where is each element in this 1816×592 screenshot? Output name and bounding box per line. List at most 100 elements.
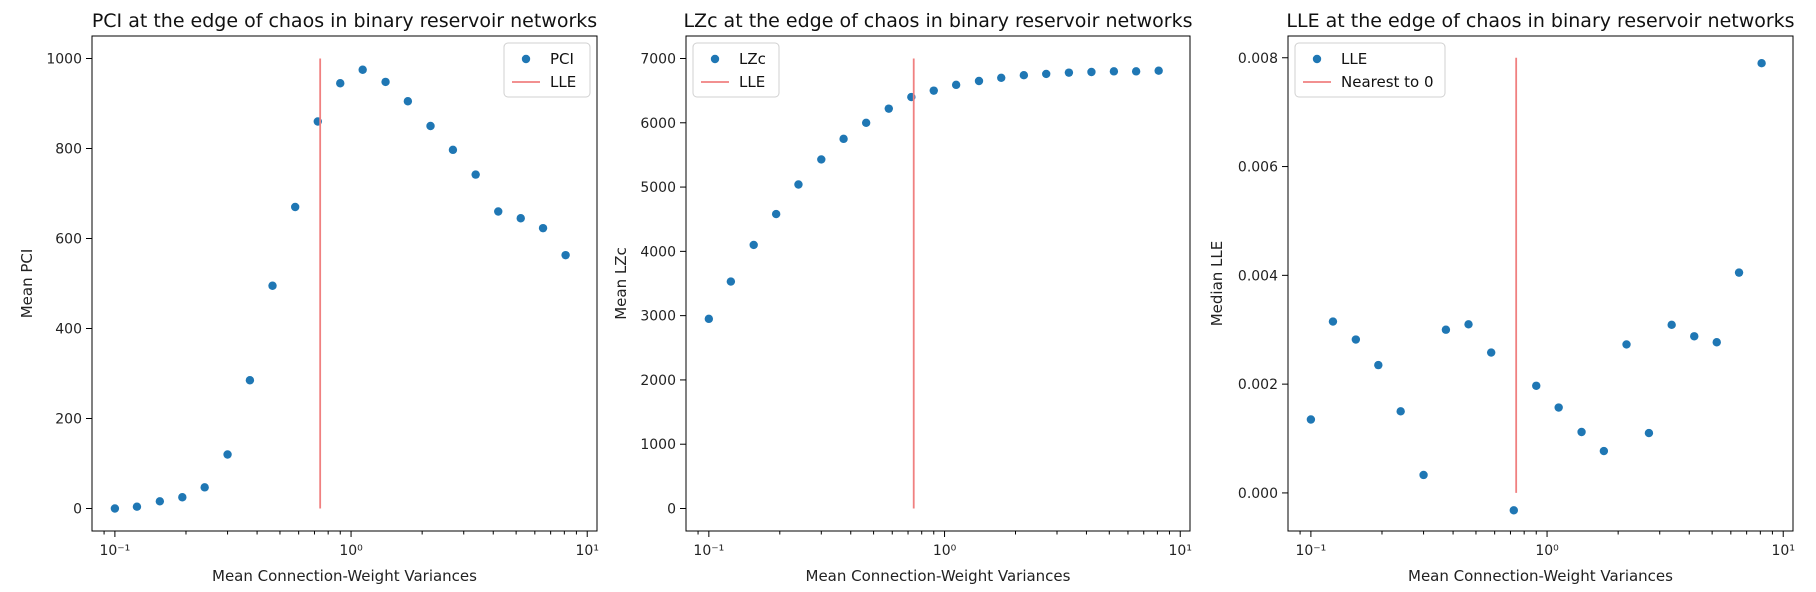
y-tick-label: 1000 [640, 437, 676, 453]
legend-box [503, 42, 591, 98]
data-point [1712, 338, 1721, 347]
data-point [494, 207, 503, 216]
data-point [1154, 66, 1163, 75]
data-point [1509, 506, 1518, 515]
legend-label: LLE [1341, 50, 1367, 68]
chart-panel-1: PCI at the edge of chaos in binary reser… [18, 10, 599, 585]
data-point [1131, 67, 1141, 76]
data-point [1757, 58, 1766, 68]
data-point [561, 250, 570, 260]
data-point [200, 483, 209, 492]
data-point [471, 170, 480, 179]
data-point [1622, 340, 1631, 349]
data-point [974, 76, 984, 86]
y-tick-label: 2000 [640, 373, 676, 389]
legend-label: PCI [550, 50, 574, 68]
data-point [538, 223, 548, 233]
data-point [1019, 71, 1029, 80]
data-point [1109, 67, 1119, 76]
y-axis-label: Mean PCI [18, 249, 36, 319]
y-tick-label: 0.000 [1238, 486, 1278, 502]
y-tick-label: 5000 [640, 180, 676, 196]
x-tick-label: 10⁰ [933, 543, 957, 559]
data-point [110, 504, 120, 513]
data-point [1306, 415, 1316, 424]
data-point [290, 202, 300, 212]
data-point [1667, 320, 1676, 330]
data-point [1374, 360, 1383, 370]
data-point [951, 80, 961, 90]
data-point [1064, 68, 1074, 77]
data-point [929, 86, 938, 95]
x-axis-label: Mean Connection-Weight Variances [212, 567, 477, 585]
data-point [358, 65, 367, 74]
y-tick-label: 0.008 [1238, 51, 1278, 67]
data-point [1577, 427, 1586, 437]
legend-marker-swatch [1312, 54, 1322, 64]
x-tick-label: 10¹ [576, 543, 599, 559]
chart-title: PCI at the edge of chaos in binary reser… [92, 10, 597, 32]
y-tick-label: 0.004 [1238, 268, 1278, 284]
data-point [1599, 446, 1609, 456]
data-point [426, 121, 435, 131]
x-axis-label: Mean Connection-Weight Variances [806, 567, 1071, 585]
y-tick-label: 400 [55, 322, 82, 338]
data-point [1351, 335, 1361, 344]
y-tick-label: 800 [55, 142, 82, 158]
y-tick-label: 0 [667, 502, 676, 518]
legend: PCI LLE [503, 42, 591, 98]
y-tick-label: 3000 [640, 309, 676, 325]
x-tick-label: 10⁻¹ [99, 543, 130, 559]
legend-box [692, 42, 780, 98]
legend-label: LLE [550, 73, 576, 91]
data-point [1734, 268, 1744, 277]
data-point [132, 502, 142, 511]
chart-title: LLE at the edge of chaos in binary reser… [1286, 10, 1794, 32]
y-tick-label: 200 [55, 412, 82, 428]
data-point [245, 376, 255, 385]
data-point [794, 180, 803, 189]
data-point [1087, 67, 1096, 77]
data-point [726, 277, 736, 286]
data-point [403, 97, 413, 106]
data-point [223, 450, 232, 459]
data-point [1690, 332, 1699, 341]
legend-marker-swatch [710, 54, 720, 64]
x-tick-label: 10⁰ [1535, 543, 1559, 559]
x-axis-label: Mean Connection-Weight Variances [1408, 567, 1673, 585]
chart-panel-3: LLE at the edge of chaos in binary reser… [1208, 10, 1795, 585]
data-point [1532, 381, 1541, 390]
legend-label: LZc [739, 50, 766, 68]
data-point [839, 134, 848, 144]
chart-title: LZc at the edge of chaos in binary reser… [683, 10, 1192, 32]
data-point [1042, 69, 1051, 79]
x-tick-label: 10¹ [1169, 543, 1192, 559]
data-point [861, 118, 871, 127]
plot-frame [685, 35, 1191, 532]
data-point [1396, 407, 1405, 416]
plot-frame [91, 35, 598, 532]
y-tick-label: 600 [55, 232, 82, 248]
data-point [1419, 470, 1428, 480]
data-point [817, 155, 826, 164]
data-point [516, 214, 525, 223]
chart-panel-2: LZc at the edge of chaos in binary reser… [612, 10, 1193, 585]
data-point [155, 497, 165, 506]
data-point [771, 209, 781, 219]
data-point [884, 104, 893, 113]
data-point [1554, 403, 1563, 412]
data-point [749, 240, 758, 250]
y-tick-label: 0.002 [1238, 377, 1278, 393]
legend: LLE Nearest to 0 [1294, 42, 1446, 98]
y-tick-label: 6000 [640, 116, 676, 132]
y-tick-label: 7000 [640, 52, 676, 68]
data-point [1441, 325, 1451, 334]
data-point [268, 281, 277, 290]
legend-marker-swatch [521, 54, 531, 64]
data-point [381, 77, 390, 87]
x-tick-label: 10⁻¹ [693, 543, 724, 559]
y-tick-label: 4000 [640, 244, 676, 260]
y-tick-label: 0.006 [1238, 160, 1278, 176]
x-tick-label: 10¹ [1772, 543, 1795, 559]
